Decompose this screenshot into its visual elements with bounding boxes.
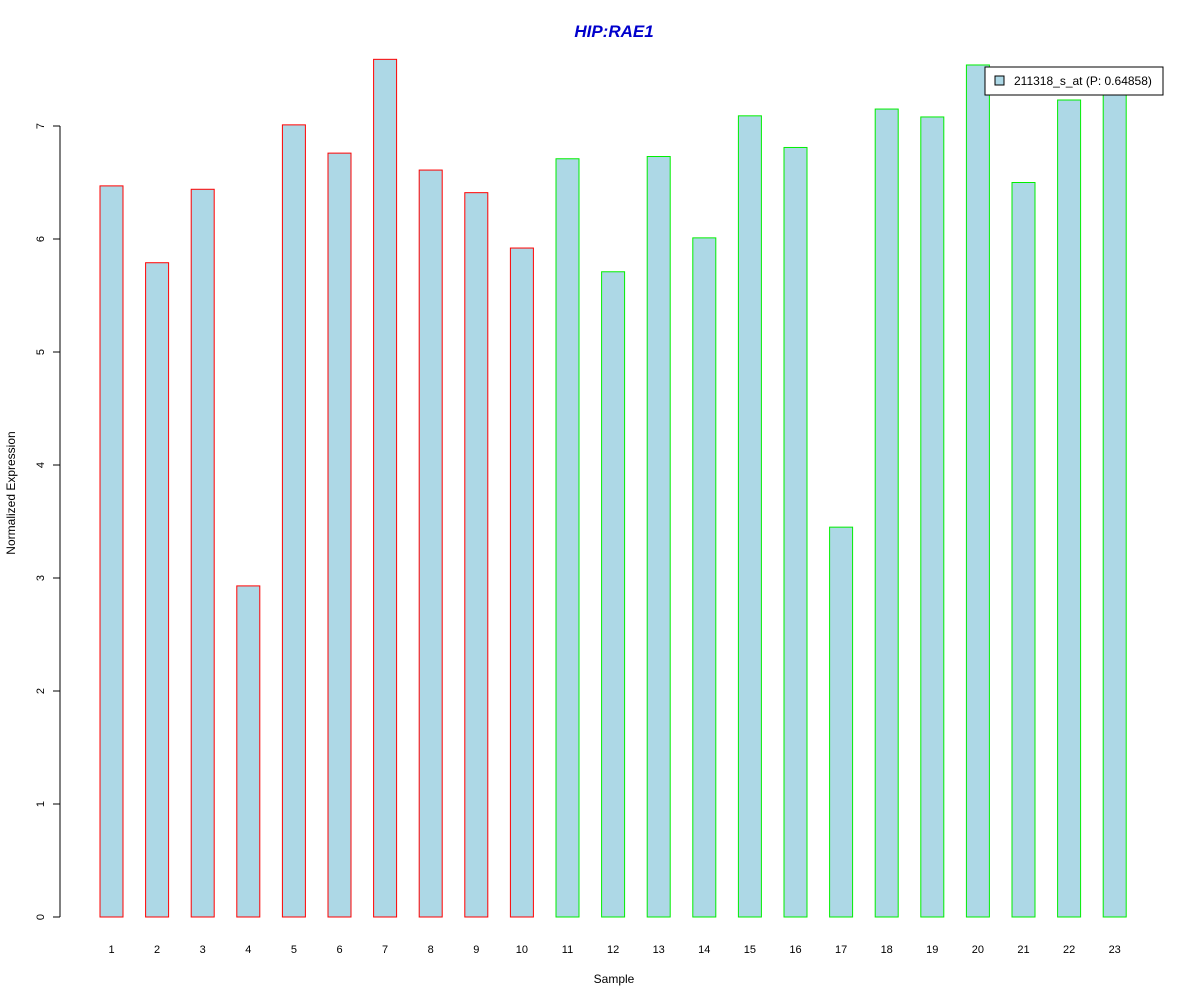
legend-label: 211318_s_at (P: 0.64858) <box>1014 74 1152 88</box>
bar-sample-12 <box>601 271 626 918</box>
bars <box>99 58 1127 918</box>
x-axis-title: Sample <box>594 972 635 986</box>
x-tick-label: 11 <box>562 944 573 956</box>
x-tick-label: 1 <box>108 944 114 956</box>
x-tick-label: 13 <box>653 944 665 956</box>
y-tick-label: 0 <box>35 914 47 920</box>
x-tick-label: 9 <box>473 944 479 956</box>
chart-title: HIP:RAE1 <box>574 22 653 41</box>
bar-sample-13 <box>646 156 671 918</box>
bar-sample-18 <box>874 108 899 918</box>
y-tick-label: 1 <box>35 801 47 807</box>
legend-box <box>984 66 1164 96</box>
x-tick-label: 19 <box>926 944 938 956</box>
bar-sample-21 <box>1011 182 1036 918</box>
bar-sample-19 <box>920 116 945 918</box>
x-tick-label: 17 <box>835 944 847 956</box>
bar-sample-10 <box>509 247 534 918</box>
bar-sample-7 <box>373 58 398 918</box>
bar-sample-6 <box>327 152 352 918</box>
bar-sample-15 <box>737 115 762 918</box>
y-tick-label: 5 <box>35 349 47 355</box>
bar-sample-3 <box>190 188 215 918</box>
bar-sample-20 <box>965 64 990 918</box>
x-tick-label: 21 <box>1017 944 1029 956</box>
y-axis-title: Normalized Expression <box>4 431 18 554</box>
x-tick-label: 15 <box>744 944 756 956</box>
bar-sample-11 <box>555 158 580 918</box>
x-tick-label: 4 <box>245 944 251 956</box>
x-tick-label: 12 <box>607 944 619 956</box>
bar-sample-5 <box>281 124 306 918</box>
bar-sample-2 <box>145 262 170 918</box>
y-tick-label: 7 <box>35 123 47 129</box>
legend: 211318_s_at (P: 0.64858) <box>984 66 1164 96</box>
x-tick-label: 22 <box>1063 944 1075 956</box>
bar-sample-1 <box>99 185 124 918</box>
bar-sample-9 <box>464 192 489 918</box>
bar-sample-16 <box>783 146 808 918</box>
x-tick-label: 10 <box>516 944 528 956</box>
x-tick-label: 3 <box>200 944 206 956</box>
x-tick-label: 14 <box>698 944 710 956</box>
bar-sample-22 <box>1057 99 1082 918</box>
x-tick-label: 6 <box>336 944 342 956</box>
y-tick-label: 3 <box>35 575 47 581</box>
y-tick-label: 2 <box>35 688 47 694</box>
x-tick-label: 5 <box>291 944 297 956</box>
bar-sample-4 <box>236 585 261 918</box>
x-tick-label: 7 <box>382 944 388 956</box>
x-tick-label: 23 <box>1109 944 1121 956</box>
x-tick-label: 20 <box>972 944 984 956</box>
bar-sample-8 <box>418 169 443 918</box>
y-axis: 0 1 2 3 4 5 6 7 <box>35 123 61 920</box>
legend-swatch <box>994 75 1005 86</box>
x-tick-label: 18 <box>881 944 893 956</box>
y-tick-label: 4 <box>35 462 47 468</box>
bar-sample-14 <box>692 237 717 918</box>
x-tick-label: 16 <box>789 944 801 956</box>
x-tick-label: 2 <box>154 944 160 956</box>
bar-sample-17 <box>829 526 854 918</box>
y-tick-label: 6 <box>35 236 47 242</box>
bar-sample-23 <box>1102 90 1127 918</box>
x-tick-label: 8 <box>428 944 434 956</box>
x-axis-tick-labels: 1 2 3 4 5 6 7 8 9 10 11 12 13 14 15 16 17 18 19 20 21 22 23 <box>108 944 1120 956</box>
